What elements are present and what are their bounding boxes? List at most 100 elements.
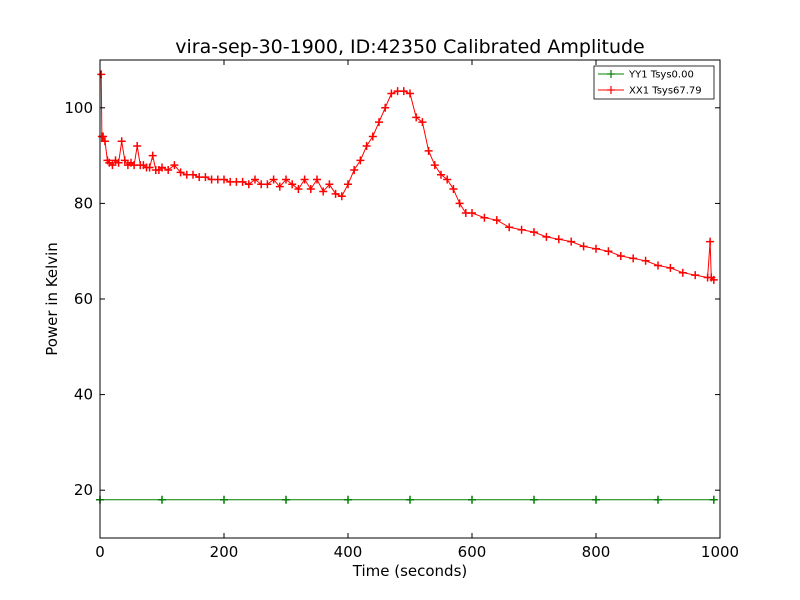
data-point [492,216,501,225]
x-axis: 0 200 400 600 800 1000 [95,60,739,561]
data-point [238,177,247,186]
data-point [325,180,334,189]
data-point [530,495,538,504]
data-point [269,175,278,184]
data-point [344,495,352,504]
data-point [275,182,284,191]
data-point [706,237,715,246]
data-point [356,156,365,165]
data-point [418,118,427,127]
data-point [220,175,228,184]
data-point [158,163,166,172]
data-point [468,208,476,217]
data-point [294,185,303,194]
data-point [443,175,452,184]
data-point [362,142,371,151]
data-point [449,185,458,194]
y-tick-label: 60 [74,290,93,308]
data-point [114,158,123,167]
data-point [350,165,359,174]
data-point [263,180,272,189]
data-point [592,244,600,253]
data-point [306,185,315,194]
data-point [189,170,197,179]
data-point [368,132,377,141]
y-tick-label: 40 [74,386,93,404]
data-point [709,495,718,504]
data-point [412,113,421,122]
series-layer [96,70,718,504]
data-point [691,271,700,280]
data-point [337,192,346,201]
data-point [604,247,613,256]
data-point [430,161,439,170]
data-point [666,263,675,272]
data-point [542,232,551,241]
data-point [120,156,129,165]
data-point [468,495,476,504]
x-tick-label: 600 [458,543,487,561]
data-point [616,251,625,260]
data-point [505,223,514,232]
y-tick-label: 20 [74,481,93,499]
data-point [158,495,166,504]
legend-item: XX1 Tsys67.79 [598,86,702,97]
x-tick-label: 0 [95,543,105,561]
data-point [331,189,340,198]
data-point [641,256,650,265]
data-point [170,161,179,170]
data-point [100,137,109,146]
data-point [424,146,433,155]
y-tick-label: 100 [64,99,93,117]
data-point [567,237,576,246]
chart-title: vira-sep-30-1900, ID:42350 Calibrated Am… [175,36,645,58]
data-point [251,175,259,184]
data-point [654,261,662,270]
data-point [592,495,600,504]
data-point [282,175,290,184]
data-point [530,228,538,237]
data-point [300,175,309,184]
data-point [344,180,352,189]
data-point [399,87,408,96]
data-point [176,168,185,177]
legend-marker [607,70,615,78]
data-point [406,89,414,98]
x-tick-label: 1000 [701,543,739,561]
data-point [288,180,297,189]
legend-item: YY1 Tsys0.00 [598,70,694,81]
plot-area [100,60,720,538]
legend: YY1 Tsys0.00 XX1 Tsys67.79 [593,65,715,100]
data-point [480,213,489,222]
legend-label: YY1 Tsys0.00 [628,70,694,81]
x-tick-label: 400 [334,543,363,561]
data-point [319,187,328,196]
data-point [406,495,414,504]
data-point [375,118,383,127]
y-axis-label: Power in Kelvin [43,242,61,356]
data-point [381,103,390,112]
series-1 [97,70,718,284]
legend-label: XX1 Tsys67.79 [629,86,702,97]
y-tick-label: 80 [74,194,93,212]
data-point [629,254,638,263]
data-point [709,275,718,284]
data-point [517,225,526,234]
data-point [108,161,117,170]
data-point [220,495,228,504]
data-point [133,142,142,151]
data-point [148,151,157,160]
x-tick-label: 200 [210,543,239,561]
data-point [145,163,154,172]
data-point [313,175,321,184]
data-point [201,173,210,182]
data-point [97,70,106,79]
data-point [579,242,588,251]
data-point [437,170,445,179]
data-point [654,495,662,504]
x-tick-label: 800 [582,543,611,561]
data-point [387,89,396,98]
legend-marker [607,86,615,94]
data-point [117,137,126,146]
